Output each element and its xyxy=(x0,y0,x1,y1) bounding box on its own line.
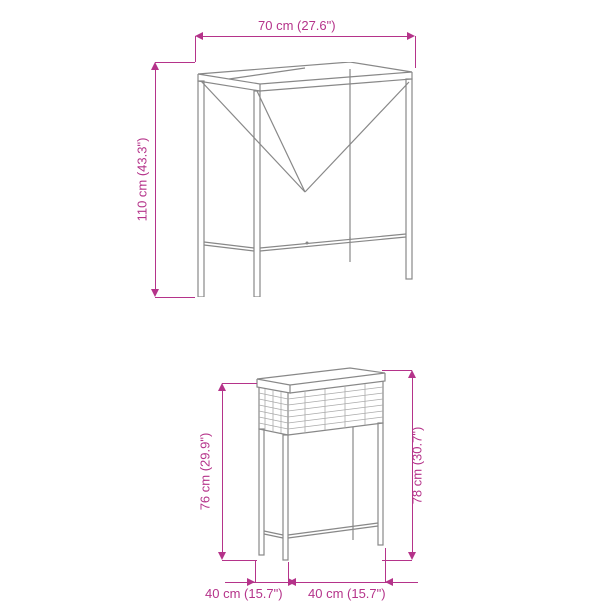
arrow xyxy=(151,289,159,297)
stool-seat-height-label: 76 cm (29.9") xyxy=(197,433,212,511)
stool-drawing xyxy=(255,365,390,565)
arrow xyxy=(408,370,416,378)
arrow xyxy=(408,552,416,560)
stool-depth-dim xyxy=(288,582,418,583)
arrow xyxy=(288,578,296,586)
arrow xyxy=(385,578,393,586)
stool-seat-height-dim xyxy=(222,388,223,555)
ext-line xyxy=(255,560,256,582)
ext-line xyxy=(222,383,257,384)
ext-line xyxy=(222,560,257,561)
ext-line xyxy=(155,297,195,298)
ext-line xyxy=(415,36,416,68)
stool-depth-label: 40 cm (15.7") xyxy=(308,586,386,601)
table-height-dim xyxy=(155,67,156,292)
ext-line xyxy=(155,62,195,63)
stool-total-height-label: 78 cm (30.7") xyxy=(409,427,424,505)
arrow xyxy=(247,578,255,586)
ext-line xyxy=(385,548,386,582)
table-width-dim xyxy=(200,36,410,37)
arrow xyxy=(407,32,415,40)
arrow xyxy=(218,383,226,391)
table-height-label: 110 cm (43.3") xyxy=(134,138,149,222)
arrow xyxy=(218,552,226,560)
arrow xyxy=(195,32,203,40)
table-width-label: 70 cm (27.6") xyxy=(258,18,336,33)
table-drawing xyxy=(195,62,415,297)
ext-line xyxy=(382,560,412,561)
dimension-diagram: 70 cm (27.6") 110 cm (43.3") xyxy=(0,0,600,600)
stool-width-label: 40 cm (15.7") xyxy=(205,586,283,601)
stool-width-dim xyxy=(225,582,288,583)
arrow xyxy=(151,62,159,70)
